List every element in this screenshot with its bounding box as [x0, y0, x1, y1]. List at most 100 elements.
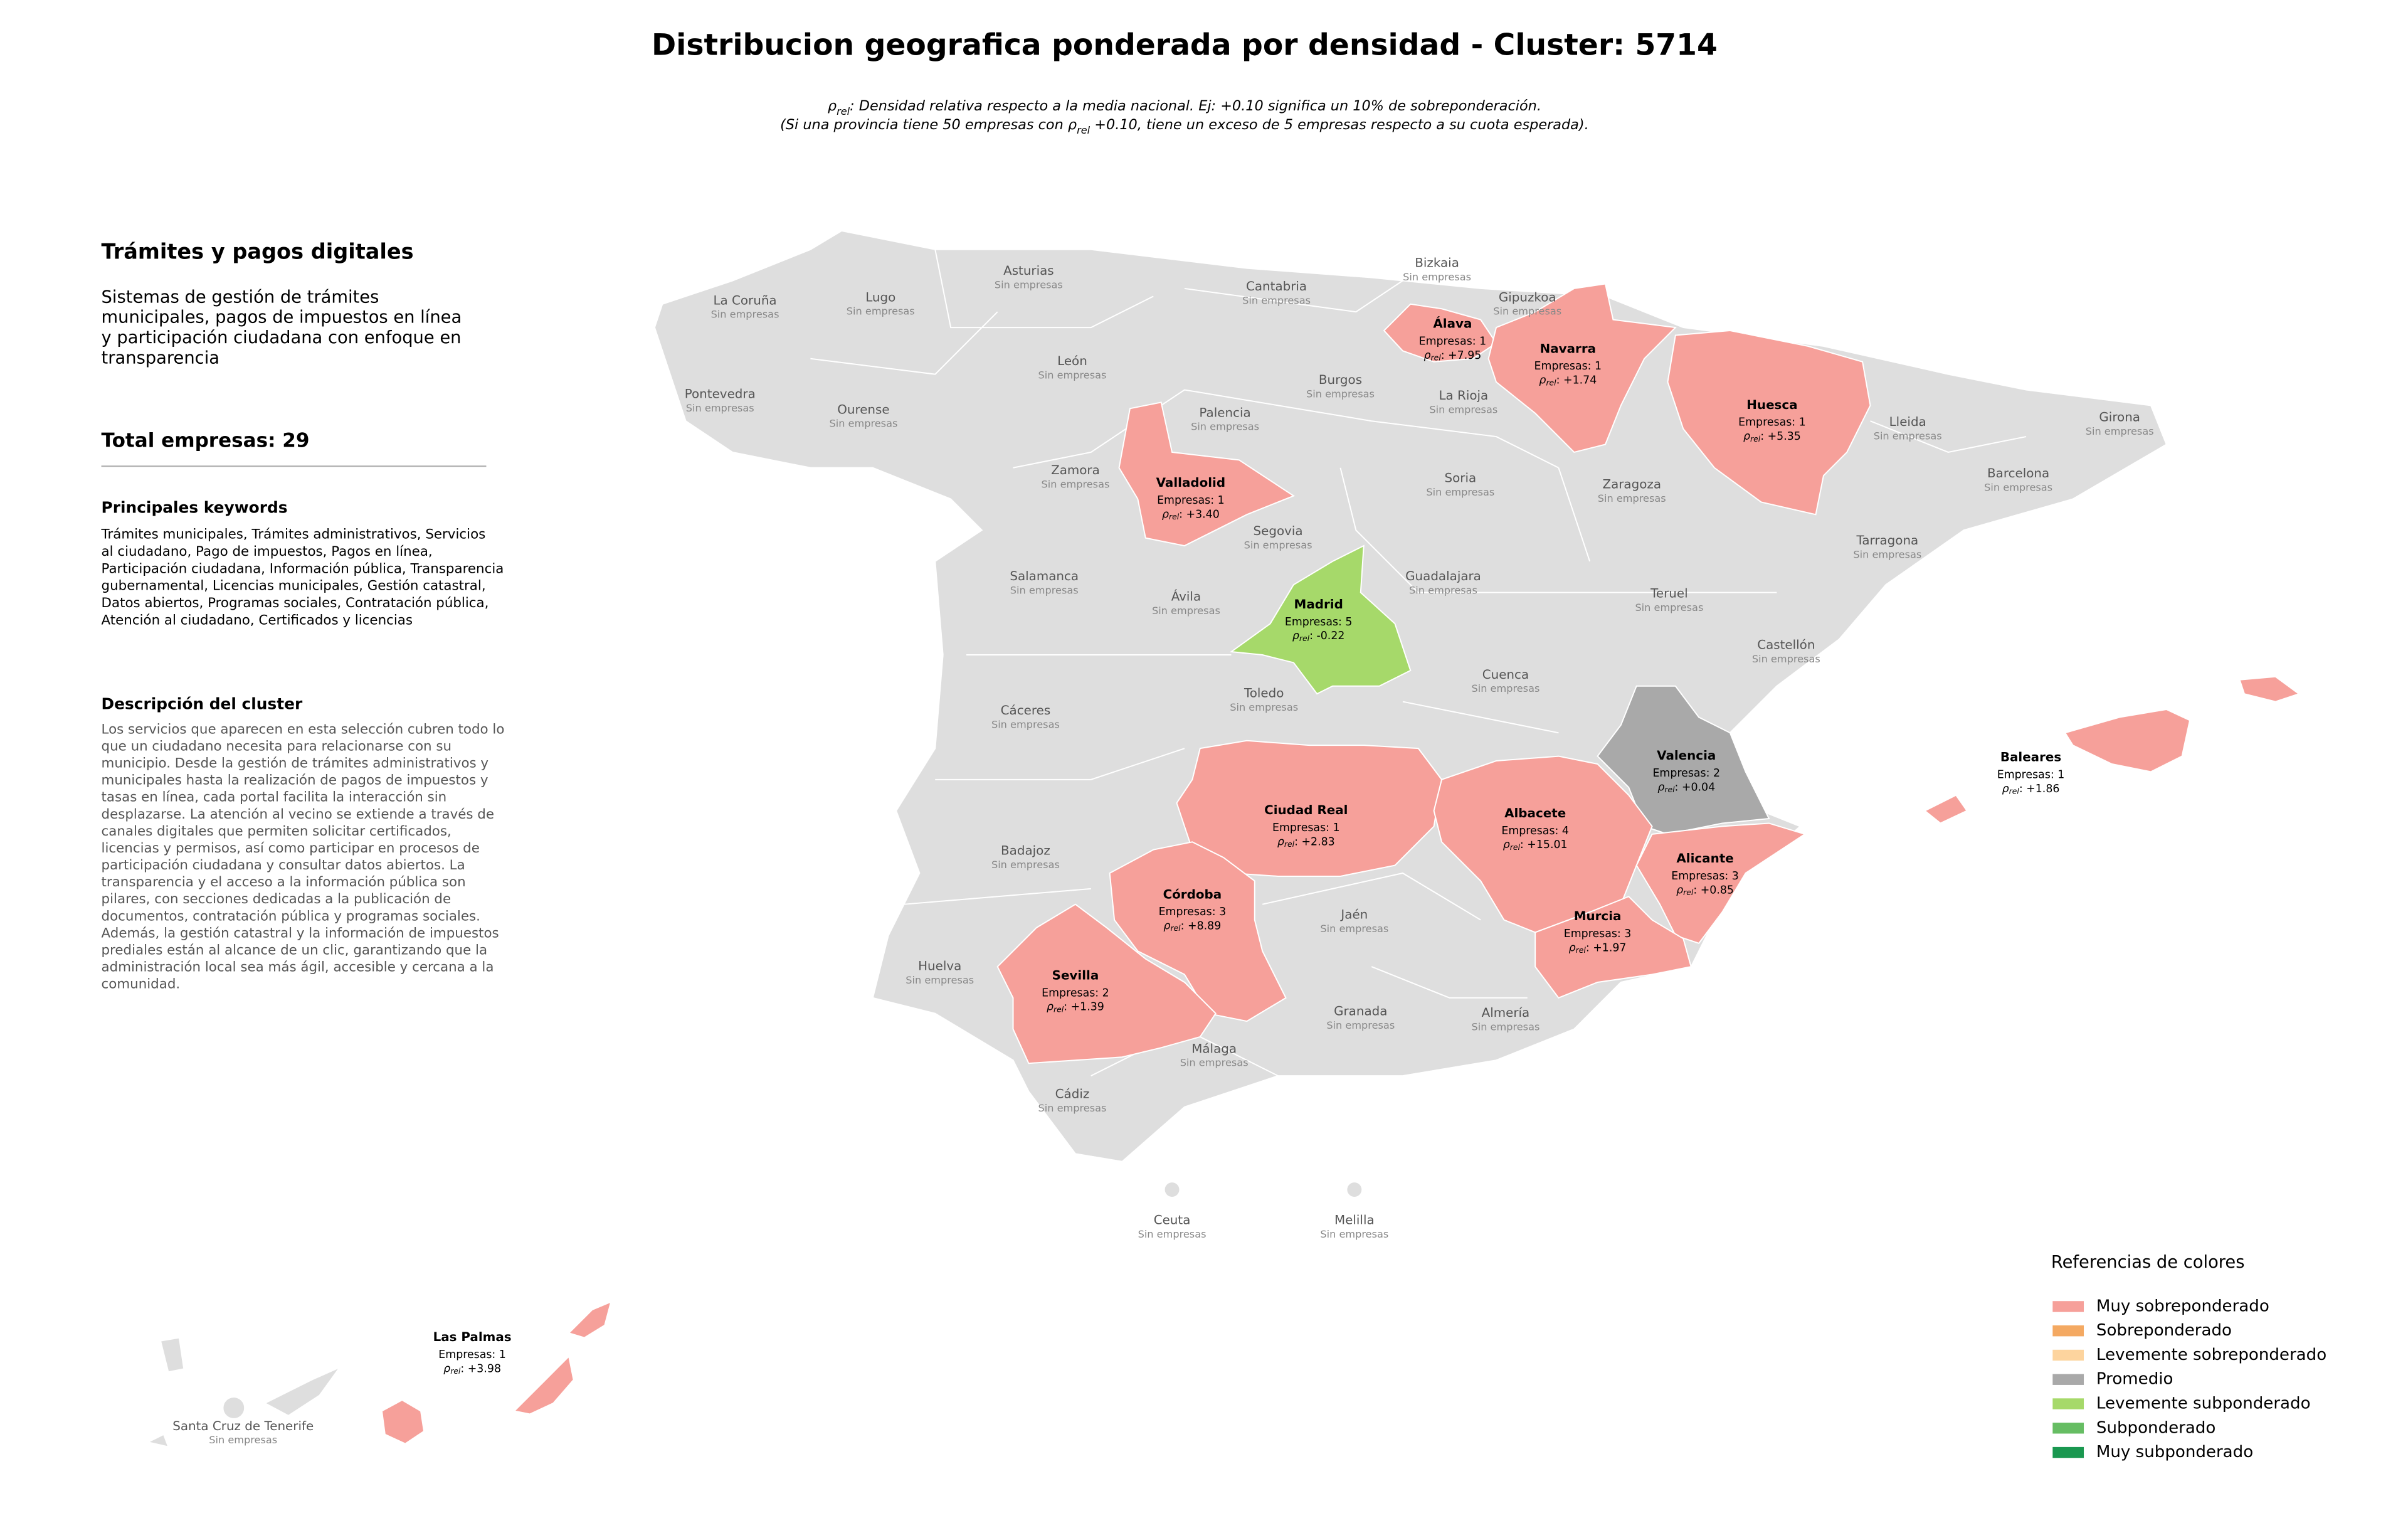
rho-subscript: rel — [1664, 785, 1675, 794]
keywords-line: Atención al ciudadano, Certificados y li… — [102, 612, 413, 628]
description-line: prediales están al alcance de un clic, g… — [102, 943, 487, 958]
rho-subscript: rel — [1284, 839, 1295, 849]
province-rho: ρrel: +1.74 — [1539, 374, 1597, 387]
province-companies: Empresas: 1 — [438, 1349, 506, 1361]
province-rho: ρrel: +1.86 — [2002, 783, 2060, 795]
province-status: Sin empresas — [1244, 539, 1312, 551]
description-line: municipales hasta la realización de pago… — [102, 773, 488, 788]
province-status: Sin empresas — [686, 402, 754, 414]
subtitle: ρrel: Densidad relativa respecto a la me… — [780, 98, 1589, 136]
subtitle-segment: ρ — [1068, 116, 1077, 132]
legend-label: Subponderado — [2096, 1418, 2215, 1437]
gomera-shape — [222, 1396, 246, 1419]
description-line: licencias y permisos, así como participa… — [102, 841, 480, 856]
rho-subscript: rel — [1054, 1004, 1064, 1014]
rho-value: : +1.86 — [2019, 783, 2060, 795]
rho-subscript: rel — [1169, 512, 1180, 521]
subtitle-segment: ρ — [828, 98, 837, 114]
description-line: canales digitales que permiten solicitar… — [102, 824, 452, 839]
province-status: Sin empresas — [995, 279, 1063, 290]
province-name: Granada — [1334, 1004, 1387, 1019]
province-companies: Empresas: 3 — [1564, 928, 1632, 940]
province-name: Burgos — [1319, 373, 1362, 387]
legend-title: Referencias de colores — [2051, 1253, 2245, 1272]
description-line: municipio. Desde la gestión de trámites … — [102, 756, 489, 772]
province-shape — [1534, 896, 1692, 999]
province-name: La Coruña — [713, 293, 776, 307]
province-shape — [568, 1300, 612, 1339]
legend-swatch — [2052, 1423, 2084, 1434]
subtitle-segment: (Si una provincia tiene 50 empresas con — [780, 116, 1068, 132]
description-line: desplazarse. La atención al vecino se ex… — [102, 807, 494, 822]
province-shape — [1487, 283, 1677, 454]
province-companies: Empresas: 1 — [1157, 494, 1225, 507]
description-line: Los servicios que aparecen en esta selec… — [102, 721, 505, 737]
province-name: Sevilla — [1052, 968, 1099, 983]
province-name: Teruel — [1650, 586, 1688, 601]
keywords-line: Datos abiertos, Programas sociales, Cont… — [102, 595, 489, 611]
province-name: Albacete — [1504, 806, 1566, 820]
rho-symbol: ρ — [1743, 430, 1750, 443]
la-palma-shape — [159, 1337, 185, 1373]
summary-line: transparencia — [102, 348, 219, 368]
province-companies: Empresas: 1 — [1419, 335, 1487, 348]
province-name: Cantabria — [1246, 279, 1307, 294]
province-status: Sin empresas — [1471, 682, 1539, 694]
province-shape — [2239, 676, 2301, 703]
province-status: Sin empresas — [1403, 271, 1471, 283]
rho-subscript: rel — [1546, 378, 1556, 387]
province-shape — [381, 1399, 425, 1445]
hierro-shape — [146, 1433, 170, 1448]
province-companies: Empresas: 3 — [1671, 870, 1739, 883]
province-status: Sin empresas — [1493, 305, 1561, 317]
province-status: Sin empresas — [1180, 1057, 1249, 1069]
province-status: Sin empresas — [1598, 492, 1666, 504]
title: Distribucion geografica ponderada por de… — [652, 28, 1718, 63]
province-status: Sin empresas — [1409, 585, 1477, 597]
legend-swatch — [2052, 1301, 2084, 1312]
rho-subscript: rel — [1683, 888, 1694, 897]
province-companies: Empresas: 5 — [1285, 616, 1353, 629]
legend-label: Promedio — [2096, 1370, 2173, 1389]
panel-heading: Trámites y pagos digitales — [102, 239, 414, 263]
ceuta-shape — [1163, 1181, 1181, 1198]
province-name: Guadalajara — [1405, 569, 1481, 583]
province-rho: ρrel: +3.40 — [1162, 508, 1220, 521]
province-status: Sin empresas — [1326, 1019, 1395, 1031]
province-shape — [1597, 685, 1770, 835]
province-status: Sin empresas — [1152, 605, 1220, 617]
subtitle-segment: : Densidad relativa respecto a la media … — [850, 98, 1541, 114]
description-line: participación ciudadana y consultar dato… — [102, 857, 465, 873]
province-name: Asturias — [1003, 263, 1054, 278]
province-name: León — [1057, 354, 1087, 368]
province-rho: ρrel: +8.89 — [1163, 920, 1221, 932]
province-name: Salamanca — [1010, 569, 1079, 583]
province-rho: ρrel: +3.98 — [443, 1362, 501, 1375]
subtitle-segment: rel — [1077, 124, 1090, 136]
rho-symbol: ρ — [1657, 781, 1664, 793]
province-shape — [2064, 708, 2191, 773]
province-name: Toledo — [1244, 686, 1284, 701]
province-companies: Empresas: 2 — [1042, 987, 1109, 999]
subtitle-line: (Si una provincia tiene 50 empresas con … — [780, 116, 1589, 136]
melilla-shape — [1346, 1181, 1363, 1198]
province-name: Valencia — [1657, 748, 1716, 763]
rho-value: : +1.39 — [1064, 1001, 1104, 1014]
province-shape — [1176, 740, 1443, 877]
province-status: Sin empresas — [2086, 425, 2154, 437]
province-status: Sin empresas — [1038, 369, 1107, 381]
legend-label: Levemente subponderado — [2096, 1394, 2311, 1413]
province-shape — [1667, 330, 1871, 516]
rho-value: : +3.98 — [460, 1362, 501, 1375]
province-rho: ρrel: +1.97 — [1569, 942, 1627, 954]
province-shape — [1923, 794, 1968, 824]
province-name: Ourense — [837, 402, 889, 416]
rho-subscript: rel — [1576, 945, 1587, 955]
province-status: Sin empresas — [209, 1434, 277, 1446]
province-status: Sin empresas — [1426, 486, 1494, 498]
summary-line: y participación ciudadana con enfoque en — [102, 328, 462, 348]
rho-value: : +2.83 — [1294, 836, 1335, 848]
legend-label: Muy subponderado — [2096, 1443, 2253, 1462]
